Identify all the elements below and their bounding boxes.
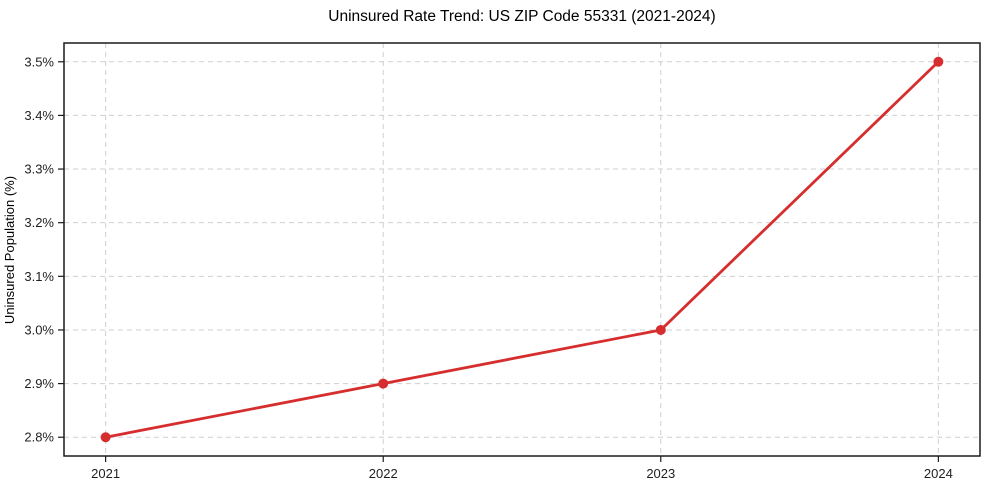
- data-point: [100, 432, 111, 443]
- x-tick-label: 2021: [91, 466, 120, 481]
- plot-area-frame: [63, 42, 981, 457]
- x-tick-label: 2024: [924, 466, 953, 481]
- data-point: [378, 378, 389, 389]
- y-tick-label: 3.2%: [24, 215, 54, 230]
- y-tick-label: 3.0%: [24, 322, 54, 337]
- y-tick-label: 3.1%: [24, 269, 54, 284]
- data-point: [933, 56, 944, 67]
- y-tick-label: 3.5%: [24, 54, 54, 69]
- x-tick-label: 2022: [369, 466, 398, 481]
- y-tick-label: 3.4%: [24, 108, 54, 123]
- y-tick-label: 2.9%: [24, 376, 54, 391]
- axis-ticks: 2.8% 2.9% 3.0% 3.1% 3.2% 3.3% 3.4% 3.5% 2021 2022…: [24, 54, 952, 481]
- x-tick-label: 2023: [646, 466, 675, 481]
- chart-title: Uninsured Rate Trend: US ZIP Code 55331 …: [328, 8, 715, 25]
- trend-line: [104, 60, 940, 439]
- y-axis-label: Uninsured Population (%): [2, 176, 17, 324]
- gridlines: [64, 43, 980, 456]
- y-tick-label: 2.8%: [24, 430, 54, 445]
- data-series: [100, 56, 944, 443]
- data-point: [655, 324, 666, 335]
- y-tick-label: 3.3%: [24, 162, 54, 177]
